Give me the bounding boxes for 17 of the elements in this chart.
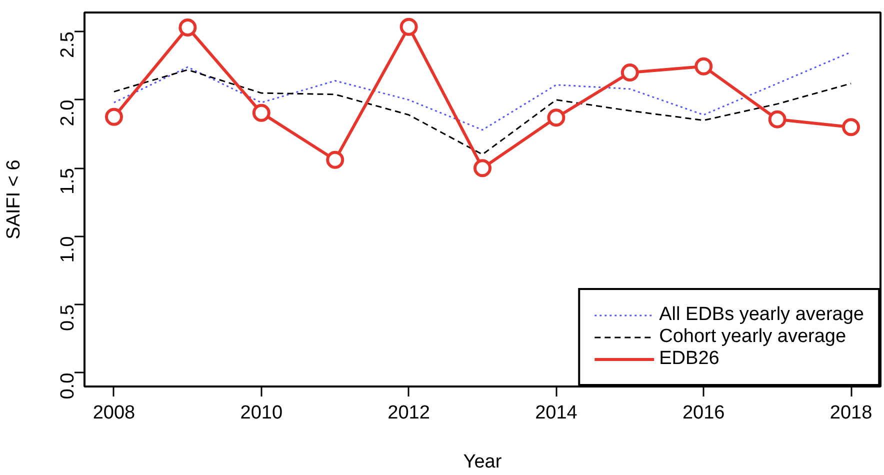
y-tick-label: 1.5 [58, 168, 78, 195]
y-tick-label: 2.0 [58, 100, 78, 126]
x-tick-label: 2012 [388, 402, 430, 424]
x-tick-label: 2014 [535, 402, 578, 424]
x-axis-title: Year [463, 452, 502, 472]
x-tick-label: 2016 [682, 402, 725, 424]
y-axis-title: SAIFI < 6 [4, 160, 24, 240]
x-tick-label: 2008 [92, 402, 136, 424]
x-tick-label: 2018 [830, 402, 872, 424]
x-tick-label: 2010 [240, 402, 283, 424]
y-tick-label: 2.5 [58, 32, 78, 58]
legend-label: All EDBs yearly average [659, 304, 864, 326]
y-tick-label: 0.0 [58, 372, 78, 400]
y-tick-label: 1.0 [58, 236, 78, 263]
legend-label: EDB26 [659, 348, 720, 370]
y-tick-label: 0.5 [58, 304, 78, 332]
legend-label: Cohort yearly average [659, 326, 846, 348]
